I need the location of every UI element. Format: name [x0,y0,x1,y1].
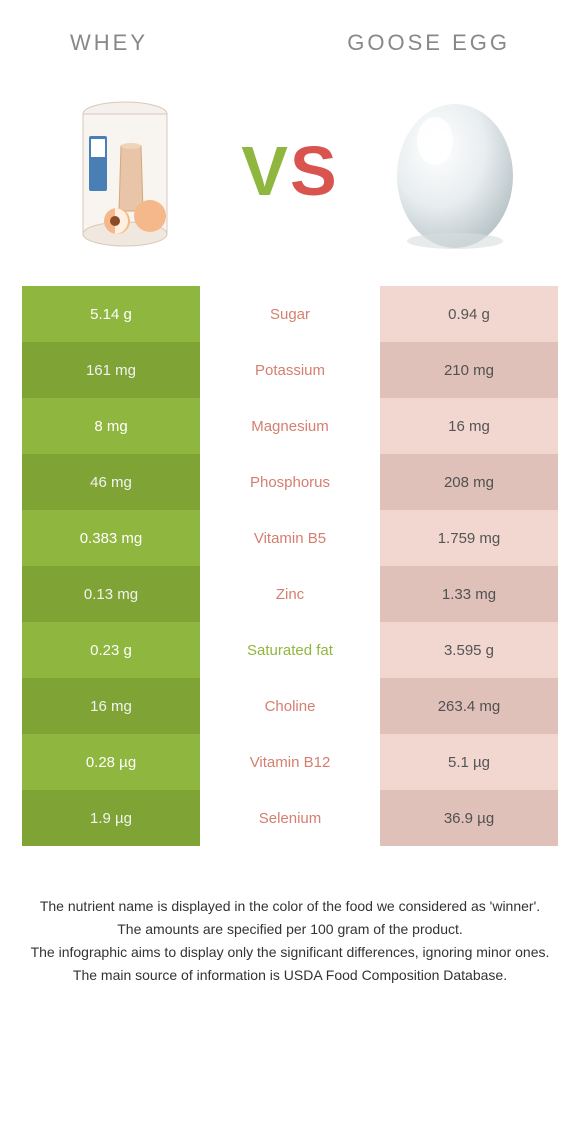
table-row: 0.383 mgVitamin B51.759 mg [22,510,558,566]
table-row: 0.23 gSaturated fat3.595 g [22,622,558,678]
value-left: 5.14 g [22,286,200,342]
whey-icon [65,86,185,256]
nutrient-name: Zinc [200,566,380,622]
table-row: 0.28 µgVitamin B125.1 µg [22,734,558,790]
nutrient-name: Vitamin B5 [200,510,380,566]
table-row: 5.14 gSugar0.94 g [22,286,558,342]
value-left: 8 mg [22,398,200,454]
table-row: 8 mgMagnesium16 mg [22,398,558,454]
footer-line-2: The amounts are specified per 100 gram o… [30,919,550,940]
footer-notes: The nutrient name is displayed in the co… [0,846,580,986]
nutrient-name: Choline [200,678,380,734]
nutrient-name: Potassium [200,342,380,398]
nutrient-name: Selenium [200,790,380,846]
vs-label: VS [241,131,338,211]
value-right: 210 mg [380,342,558,398]
value-left: 0.383 mg [22,510,200,566]
value-left: 161 mg [22,342,200,398]
nutrient-name: Sugar [200,286,380,342]
value-right: 5.1 µg [380,734,558,790]
footer-line-4: The main source of information is USDA F… [30,965,550,986]
table-row: 161 mgPotassium210 mg [22,342,558,398]
table-row: 0.13 mgZinc1.33 mg [22,566,558,622]
egg-icon [385,86,525,256]
header: WHEY GOOSE EGG [0,0,580,66]
whey-image [55,81,195,261]
footer-line-1: The nutrient name is displayed in the co… [30,896,550,917]
table-row: 46 mgPhosphorus208 mg [22,454,558,510]
goose-egg-image [385,81,525,261]
vs-v: V [241,132,290,210]
nutrient-name: Saturated fat [200,622,380,678]
value-left: 0.28 µg [22,734,200,790]
nutrient-name: Vitamin B12 [200,734,380,790]
value-left: 46 mg [22,454,200,510]
value-right: 1.33 mg [380,566,558,622]
value-right: 16 mg [380,398,558,454]
title-right: GOOSE EGG [347,30,510,56]
value-left: 1.9 µg [22,790,200,846]
value-left: 16 mg [22,678,200,734]
footer-line-3: The infographic aims to display only the… [30,942,550,963]
table-row: 16 mgCholine263.4 mg [22,678,558,734]
value-right: 1.759 mg [380,510,558,566]
value-left: 0.13 mg [22,566,200,622]
value-left: 0.23 g [22,622,200,678]
table-row: 1.9 µgSelenium36.9 µg [22,790,558,846]
value-right: 263.4 mg [380,678,558,734]
title-left: WHEY [70,30,148,56]
value-right: 3.595 g [380,622,558,678]
nutrient-table: 5.14 gSugar0.94 g161 mgPotassium210 mg8 … [22,286,558,846]
nutrient-name: Phosphorus [200,454,380,510]
hero-row: VS [0,66,580,286]
vs-s: S [290,132,339,210]
value-right: 208 mg [380,454,558,510]
value-right: 0.94 g [380,286,558,342]
value-right: 36.9 µg [380,790,558,846]
nutrient-name: Magnesium [200,398,380,454]
comparison-infographic: WHEY GOOSE EGG VS [0,0,580,986]
